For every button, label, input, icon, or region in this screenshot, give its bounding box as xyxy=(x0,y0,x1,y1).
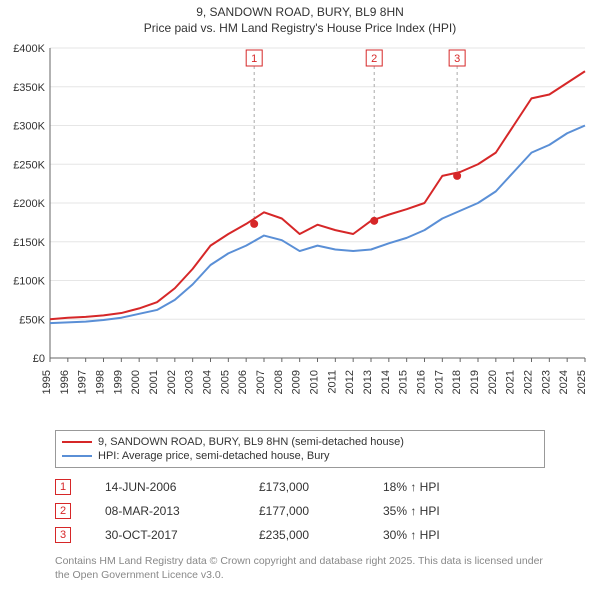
event-price: £177,000 xyxy=(259,504,349,518)
svg-text:2025: 2025 xyxy=(576,370,588,394)
legend-item: 9, SANDOWN ROAD, BURY, BL9 8HN (semi-det… xyxy=(62,435,538,449)
svg-text:2000: 2000 xyxy=(130,370,142,394)
svg-text:2008: 2008 xyxy=(273,370,285,394)
sale-event-row: 3 30-OCT-2017 £235,000 30% ↑ HPI xyxy=(55,523,545,547)
event-price: £173,000 xyxy=(259,480,349,494)
svg-text:£250K: £250K xyxy=(13,159,45,171)
svg-text:2009: 2009 xyxy=(291,370,303,394)
svg-text:2023: 2023 xyxy=(540,370,552,394)
svg-text:£150K: £150K xyxy=(13,237,45,249)
svg-text:2020: 2020 xyxy=(487,370,499,394)
svg-text:1995: 1995 xyxy=(41,370,53,394)
legend-swatch xyxy=(62,455,92,457)
svg-text:£300K: £300K xyxy=(13,121,45,133)
event-date: 14-JUN-2006 xyxy=(105,480,225,494)
event-price: £235,000 xyxy=(259,528,349,542)
svg-text:1999: 1999 xyxy=(112,370,124,394)
svg-text:2013: 2013 xyxy=(362,370,374,394)
svg-text:2017: 2017 xyxy=(433,370,445,394)
svg-text:2002: 2002 xyxy=(166,370,178,394)
svg-text:1996: 1996 xyxy=(59,370,71,394)
chart-svg: £0 £50K £100K £150K £200K £250K £300K £350K £400… xyxy=(0,38,600,418)
svg-text:2011: 2011 xyxy=(326,370,338,394)
event-hpi-delta: 30% ↑ HPI xyxy=(383,528,483,542)
title-line-2: Price paid vs. HM Land Registry's House … xyxy=(0,20,600,36)
svg-text:2015: 2015 xyxy=(398,370,410,394)
svg-text:2004: 2004 xyxy=(202,370,214,394)
svg-text:1: 1 xyxy=(251,53,257,65)
svg-text:2003: 2003 xyxy=(184,370,196,394)
svg-text:2022: 2022 xyxy=(523,370,535,394)
svg-text:£50K: £50K xyxy=(19,314,45,326)
svg-text:2001: 2001 xyxy=(148,370,160,394)
chart-title-block: 9, SANDOWN ROAD, BURY, BL9 8HN Price pai… xyxy=(0,0,600,36)
svg-text:£0: £0 xyxy=(33,353,45,365)
event-date: 08-MAR-2013 xyxy=(105,504,225,518)
svg-text:2005: 2005 xyxy=(219,370,231,394)
svg-text:2010: 2010 xyxy=(309,370,321,394)
svg-text:£400K: £400K xyxy=(13,43,45,55)
svg-text:1998: 1998 xyxy=(95,370,107,394)
event-hpi-delta: 18% ↑ HPI xyxy=(383,480,483,494)
event-marker: 3 xyxy=(55,527,71,543)
svg-text:2024: 2024 xyxy=(558,370,570,394)
svg-text:£200K: £200K xyxy=(13,198,45,210)
svg-text:2: 2 xyxy=(371,53,377,65)
sale-event-row: 1 14-JUN-2006 £173,000 18% ↑ HPI xyxy=(55,475,545,499)
attribution-text: Contains HM Land Registry data © Crown c… xyxy=(55,555,545,582)
svg-text:2014: 2014 xyxy=(380,370,392,394)
svg-text:2012: 2012 xyxy=(344,370,356,394)
svg-text:1997: 1997 xyxy=(77,370,89,394)
legend-label: 9, SANDOWN ROAD, BURY, BL9 8HN (semi-det… xyxy=(98,436,404,448)
svg-text:2018: 2018 xyxy=(451,370,463,394)
svg-text:3: 3 xyxy=(454,53,460,65)
svg-text:£100K: £100K xyxy=(13,276,45,288)
svg-text:£350K: £350K xyxy=(13,82,45,94)
sale-event-row: 2 08-MAR-2013 £177,000 35% ↑ HPI xyxy=(55,499,545,523)
svg-text:2016: 2016 xyxy=(416,370,428,394)
svg-text:2007: 2007 xyxy=(255,370,267,394)
event-hpi-delta: 35% ↑ HPI xyxy=(383,504,483,518)
chart: £0 £50K £100K £150K £200K £250K £300K £350K £400… xyxy=(0,38,600,418)
event-marker: 1 xyxy=(55,479,71,495)
legend-swatch xyxy=(62,441,92,443)
svg-text:2021: 2021 xyxy=(505,370,517,394)
svg-text:2006: 2006 xyxy=(237,370,249,394)
page-container: 9, SANDOWN ROAD, BURY, BL9 8HN Price pai… xyxy=(0,0,600,590)
title-line-1: 9, SANDOWN ROAD, BURY, BL9 8HN xyxy=(0,4,600,20)
legend-label: HPI: Average price, semi-detached house,… xyxy=(98,450,330,462)
legend: 9, SANDOWN ROAD, BURY, BL9 8HN (semi-det… xyxy=(55,430,545,468)
event-marker: 2 xyxy=(55,503,71,519)
sale-events-table: 1 14-JUN-2006 £173,000 18% ↑ HPI 2 08-MAR-201… xyxy=(55,475,545,547)
event-date: 30-OCT-2017 xyxy=(105,528,225,542)
svg-text:2019: 2019 xyxy=(469,370,481,394)
legend-item: HPI: Average price, semi-detached house,… xyxy=(62,449,538,463)
